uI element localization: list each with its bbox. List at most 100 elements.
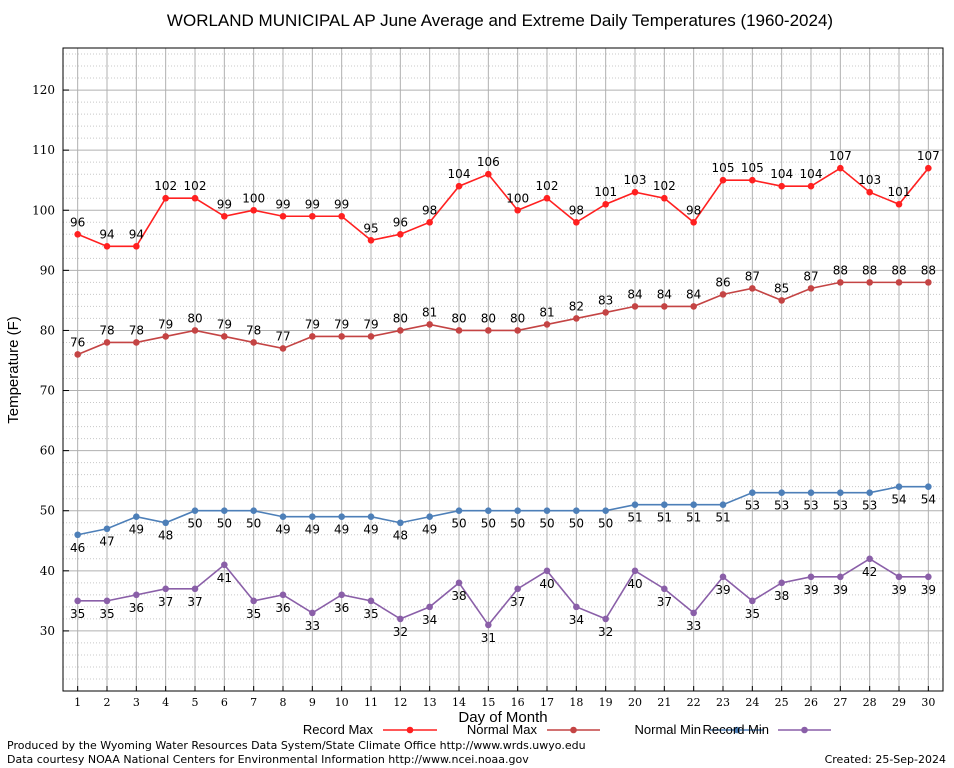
data-point bbox=[397, 615, 404, 623]
data-label: 84 bbox=[657, 287, 672, 301]
data-point bbox=[925, 573, 932, 581]
data-point bbox=[690, 218, 697, 226]
data-label: 33 bbox=[305, 619, 320, 633]
data-label: 42 bbox=[862, 565, 877, 579]
data-point bbox=[133, 339, 140, 346]
data-label: 105 bbox=[741, 161, 764, 175]
x-tick-label: 4 bbox=[162, 696, 169, 709]
data-label: 33 bbox=[686, 619, 701, 633]
data-label: 53 bbox=[745, 499, 760, 513]
data-label: 79 bbox=[334, 317, 349, 331]
data-point bbox=[807, 489, 815, 496]
data-point bbox=[543, 567, 551, 575]
data-label: 51 bbox=[686, 511, 701, 525]
data-label: 106 bbox=[477, 155, 500, 169]
footer-created: Created: 25-Sep-2024 bbox=[824, 753, 946, 766]
data-label: 79 bbox=[158, 317, 173, 331]
data-label: 49 bbox=[422, 523, 437, 537]
data-point bbox=[485, 327, 492, 334]
data-label: 104 bbox=[770, 167, 793, 181]
data-point bbox=[221, 561, 228, 569]
data-label: 50 bbox=[598, 517, 613, 531]
data-point bbox=[221, 333, 228, 340]
data-label: 100 bbox=[506, 191, 529, 205]
data-point bbox=[749, 597, 756, 605]
data-point bbox=[895, 483, 903, 490]
data-label: 38 bbox=[774, 589, 789, 603]
data-label: 99 bbox=[275, 197, 290, 211]
x-tick-label: 3 bbox=[133, 696, 140, 709]
data-point bbox=[602, 615, 609, 623]
data-label: 102 bbox=[536, 179, 559, 193]
data-label: 87 bbox=[745, 269, 760, 283]
data-point bbox=[719, 573, 727, 581]
legend-item: Record Min bbox=[703, 722, 831, 737]
data-point bbox=[455, 579, 463, 587]
data-label: 107 bbox=[829, 149, 852, 163]
data-point bbox=[837, 489, 844, 496]
x-tick-label: 13 bbox=[423, 696, 437, 709]
data-point bbox=[837, 279, 844, 286]
plot-frame bbox=[62, 47, 944, 692]
data-point bbox=[485, 507, 492, 515]
data-label: 35 bbox=[99, 607, 114, 621]
x-tick-label: 28 bbox=[863, 696, 877, 709]
data-point bbox=[573, 218, 580, 226]
data-label: 50 bbox=[569, 517, 584, 531]
data-point bbox=[162, 585, 169, 593]
y-tick-label: 80 bbox=[40, 323, 55, 337]
data-point bbox=[925, 164, 932, 172]
data-label: 101 bbox=[594, 185, 617, 199]
data-label: 95 bbox=[363, 221, 378, 235]
data-label: 36 bbox=[275, 601, 290, 615]
legend-label: Normal Min bbox=[635, 722, 701, 737]
data-point bbox=[338, 513, 345, 521]
data-point bbox=[250, 206, 257, 214]
data-point bbox=[778, 297, 785, 304]
data-point bbox=[543, 507, 551, 515]
data-label: 51 bbox=[657, 511, 672, 525]
data-point bbox=[719, 291, 727, 298]
data-point bbox=[426, 603, 433, 611]
data-label: 39 bbox=[833, 583, 848, 597]
data-point bbox=[749, 285, 756, 292]
data-label: 50 bbox=[246, 517, 261, 531]
data-label: 80 bbox=[510, 311, 525, 325]
data-point bbox=[279, 212, 287, 220]
legend-marker bbox=[801, 726, 808, 734]
data-label: 98 bbox=[569, 203, 584, 217]
data-label: 46 bbox=[70, 541, 85, 555]
data-label: 87 bbox=[803, 269, 818, 283]
data-point bbox=[338, 333, 345, 340]
data-label: 79 bbox=[363, 317, 378, 331]
data-label: 50 bbox=[539, 517, 554, 531]
plot-grid bbox=[63, 48, 943, 691]
data-point bbox=[309, 212, 316, 220]
x-tick-label: 20 bbox=[628, 696, 642, 709]
x-tick-label: 24 bbox=[745, 696, 759, 709]
legend-item: Normal Min bbox=[635, 722, 764, 737]
data-label: 102 bbox=[184, 179, 207, 193]
legend-label: Record Min bbox=[703, 722, 769, 737]
data-point bbox=[455, 182, 463, 190]
legend-marker bbox=[733, 726, 741, 734]
y-tick-label: 100 bbox=[32, 203, 55, 217]
data-point bbox=[221, 212, 228, 220]
x-tick-label: 21 bbox=[657, 696, 671, 709]
data-point bbox=[690, 303, 697, 310]
data-label: 86 bbox=[715, 275, 730, 289]
data-label: 38 bbox=[451, 589, 466, 603]
data-label: 53 bbox=[774, 499, 789, 513]
data-point bbox=[191, 194, 199, 202]
data-point bbox=[573, 603, 580, 611]
data-label: 85 bbox=[774, 281, 789, 295]
data-point bbox=[514, 206, 521, 214]
series-line bbox=[77, 485, 929, 536]
data-point bbox=[397, 327, 404, 334]
data-point bbox=[866, 279, 873, 286]
data-label: 83 bbox=[598, 293, 613, 307]
data-point bbox=[162, 194, 169, 202]
data-point bbox=[749, 489, 756, 496]
data-label: 41 bbox=[217, 571, 232, 585]
